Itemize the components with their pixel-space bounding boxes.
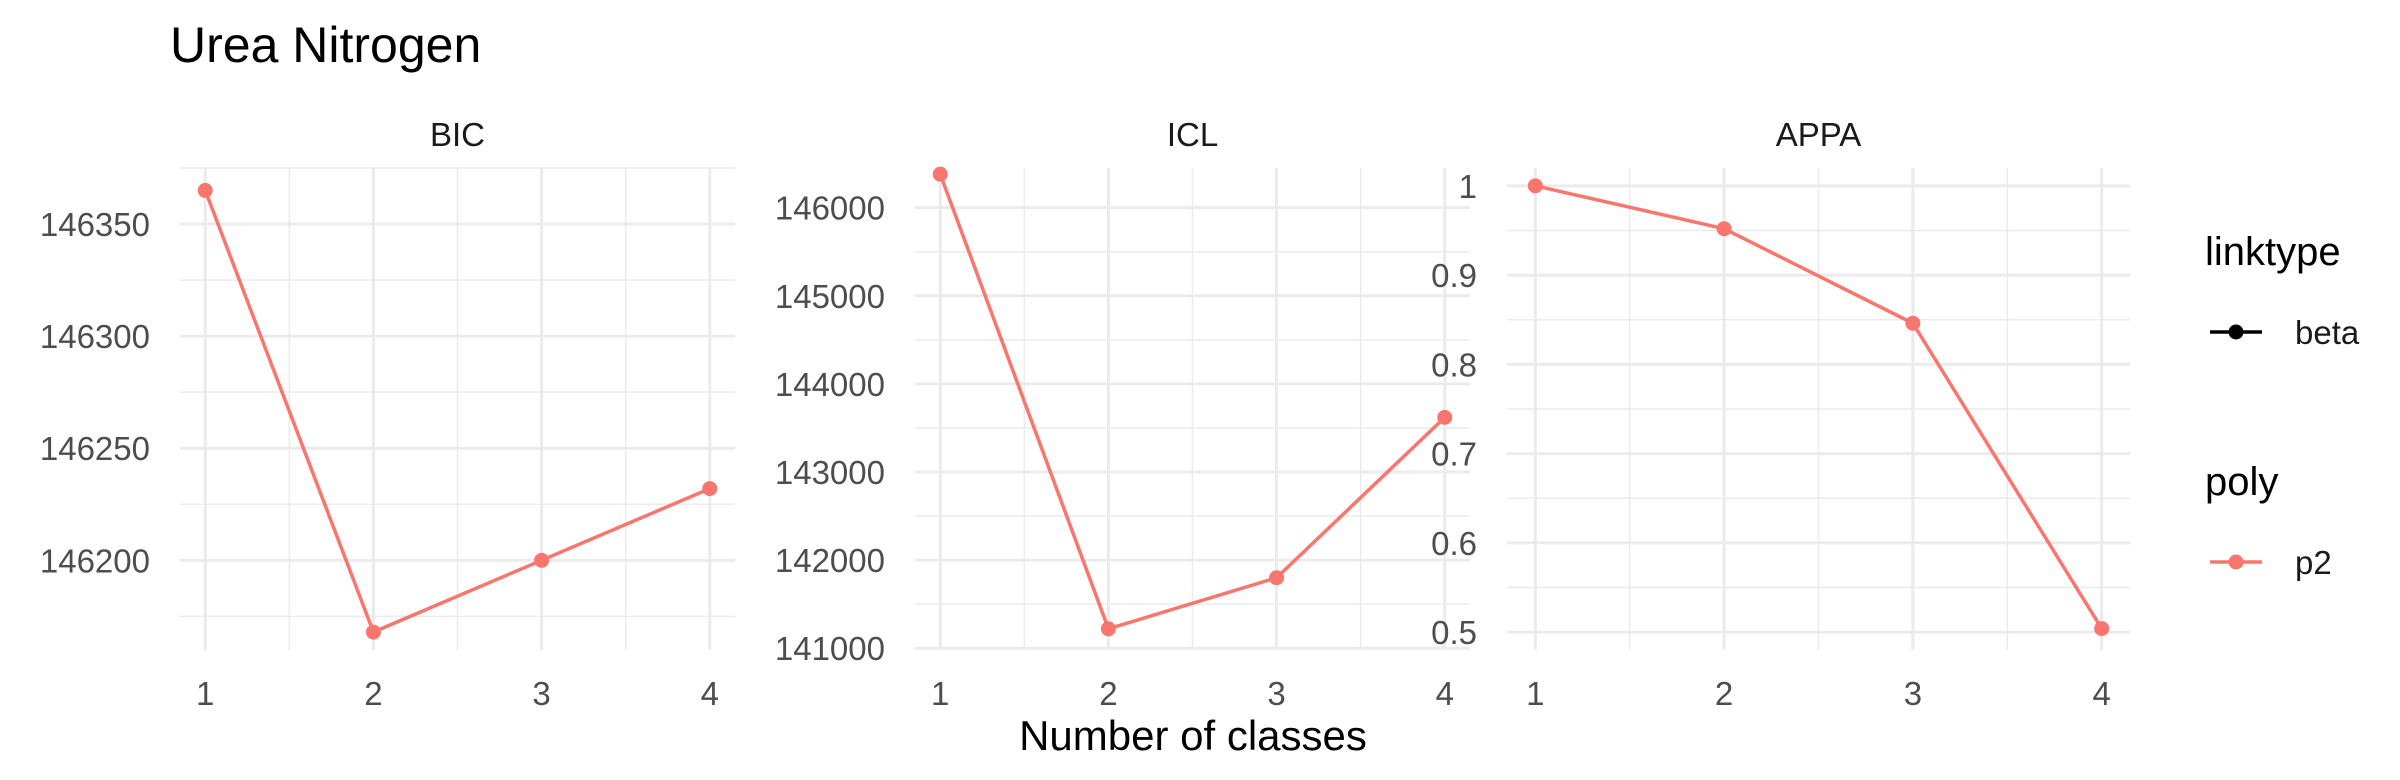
- legend-key-point: [2228, 324, 2244, 340]
- y-tick-label: 1: [1459, 168, 1477, 205]
- x-tick-label: 1: [1526, 675, 1544, 712]
- data-point: [197, 182, 213, 198]
- y-tick-label: 143000: [775, 454, 885, 491]
- y-tick-label: 146300: [40, 318, 150, 355]
- legend-group-poly: poly p2: [2205, 460, 2332, 581]
- series-line: [203, 189, 711, 634]
- legend-group-linktype: linktype beta: [2205, 230, 2360, 351]
- data-point: [1716, 221, 1732, 237]
- legend: linktype beta poly p2: [2205, 230, 2360, 581]
- x-tick-label: 1: [931, 675, 949, 712]
- y-tick-label: 142000: [775, 542, 885, 579]
- y-tick-label: 146000: [775, 190, 885, 227]
- x-tick-label: 3: [1267, 675, 1285, 712]
- y-tick-label: 145000: [775, 278, 885, 315]
- y-tick-label: 0.8: [1431, 346, 1477, 383]
- legend-label: p2: [2295, 544, 2332, 581]
- data-point: [1100, 621, 1116, 637]
- y-tick-label: 144000: [775, 366, 885, 403]
- x-axis-label: Number of classes: [1019, 712, 1367, 759]
- x-tick-label: 3: [1904, 675, 1922, 712]
- panel-appa: 0.5 0.6 0.7 0.8 0.9 1 1 2 3 4 APPA: [1431, 116, 2130, 712]
- y-tick-label: 146200: [40, 542, 150, 579]
- y-tick-label: 146350: [40, 206, 150, 243]
- data-point: [1527, 178, 1543, 194]
- data-point: [2094, 621, 2110, 637]
- x-tick-label: 1: [196, 675, 214, 712]
- legend-key-point: [2228, 554, 2244, 570]
- data-point: [932, 166, 948, 182]
- panel-title: BIC: [430, 116, 485, 153]
- x-tick-label: 2: [1715, 675, 1733, 712]
- x-tick-label: 3: [532, 675, 550, 712]
- y-tick-label: 0.5: [1431, 614, 1477, 651]
- data-point: [1437, 409, 1453, 425]
- data-point: [1905, 315, 1921, 331]
- y-tick-label: 0.6: [1431, 525, 1477, 562]
- x-tick-label: 4: [701, 675, 719, 712]
- panel-title: ICL: [1167, 116, 1218, 153]
- chart-title: Urea Nitrogen: [170, 17, 481, 73]
- panel-bic: 146200 146250 146300 146350 1 2 3 4 BIC: [40, 116, 735, 712]
- legend-label: beta: [2295, 314, 2360, 351]
- y-tick-label: 0.9: [1431, 257, 1477, 294]
- data-point: [1269, 570, 1285, 586]
- panel-icl: 141000 142000 143000 144000 145000 146000 1 2 3 4…: [775, 116, 1470, 712]
- legend-title: poly: [2205, 460, 2278, 504]
- x-tick-label: 4: [1436, 675, 1454, 712]
- y-tick-label: 146250: [40, 430, 150, 467]
- data-point: [534, 552, 550, 568]
- data-point: [702, 481, 718, 497]
- x-tick-label: 4: [2093, 675, 2111, 712]
- x-tick-label: 2: [364, 675, 382, 712]
- y-tick-label: 0.7: [1431, 436, 1477, 473]
- x-tick-label: 2: [1099, 675, 1117, 712]
- series-line: [1534, 184, 2104, 630]
- legend-title: linktype: [2205, 230, 2341, 274]
- y-tick-label: 141000: [775, 630, 885, 667]
- series-line: [938, 173, 1446, 631]
- panel-title: APPA: [1776, 116, 1862, 153]
- data-point: [365, 624, 381, 640]
